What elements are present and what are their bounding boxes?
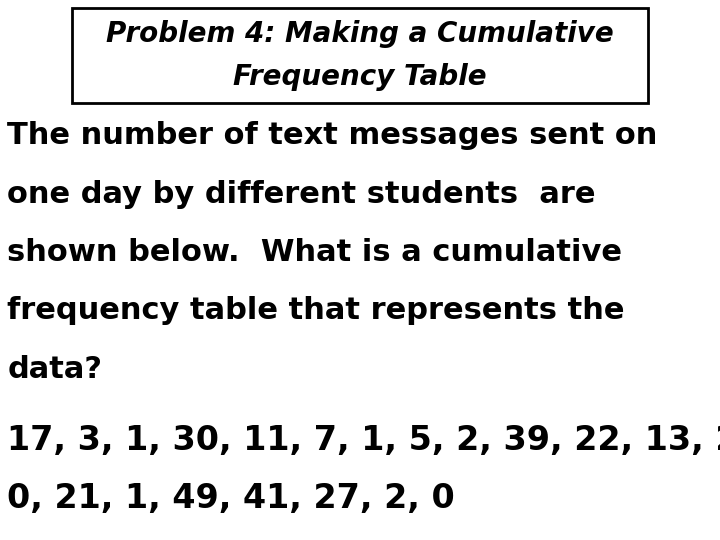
Text: 0, 21, 1, 49, 41, 27, 2, 0: 0, 21, 1, 49, 41, 27, 2, 0 [7,482,455,515]
Text: Problem 4: Making a Cumulative: Problem 4: Making a Cumulative [106,19,614,48]
Text: The number of text messages sent on: The number of text messages sent on [7,122,657,151]
Text: frequency table that represents the: frequency table that represents the [7,296,625,326]
Text: Frequency Table: Frequency Table [233,63,487,91]
Text: data?: data? [7,355,102,384]
FancyBboxPatch shape [72,8,648,103]
Text: 17, 3, 1, 30, 11, 7, 1, 5, 2, 39, 22, 13, 2,: 17, 3, 1, 30, 11, 7, 1, 5, 2, 39, 22, 13… [7,424,720,457]
Text: shown below.  What is a cumulative: shown below. What is a cumulative [7,238,622,267]
Text: one day by different students  are: one day by different students are [7,180,595,209]
